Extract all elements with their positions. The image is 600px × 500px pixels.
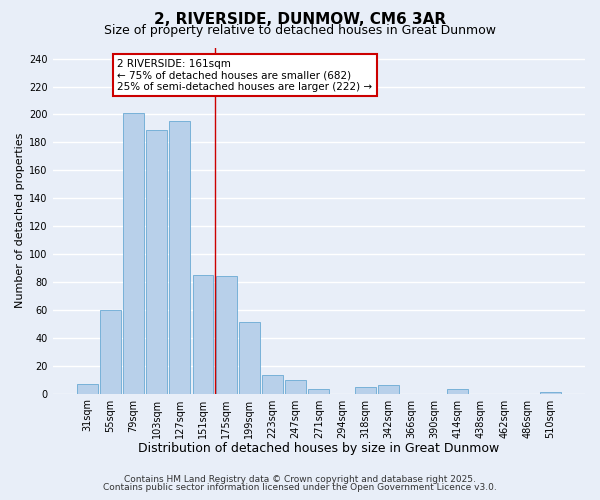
Text: 2 RIVERSIDE: 161sqm
← 75% of detached houses are smaller (682)
25% of semi-detac: 2 RIVERSIDE: 161sqm ← 75% of detached ho…	[118, 58, 373, 92]
Bar	[308, 390, 329, 394]
Bar	[540, 392, 561, 394]
Bar	[193, 275, 214, 394]
X-axis label: Distribution of detached houses by size in Great Dunmow: Distribution of detached houses by size …	[138, 442, 499, 455]
Bar	[216, 276, 236, 394]
Text: Size of property relative to detached houses in Great Dunmow: Size of property relative to detached ho…	[104, 24, 496, 37]
Bar	[262, 376, 283, 394]
Bar	[146, 130, 167, 394]
Bar	[448, 390, 468, 394]
Bar	[355, 386, 376, 394]
Bar	[100, 310, 121, 394]
Text: Contains HM Land Registry data © Crown copyright and database right 2025.: Contains HM Land Registry data © Crown c…	[124, 475, 476, 484]
Text: Contains public sector information licensed under the Open Government Licence v3: Contains public sector information licen…	[103, 484, 497, 492]
Bar	[77, 384, 98, 394]
Bar	[123, 113, 144, 394]
Y-axis label: Number of detached properties: Number of detached properties	[15, 133, 25, 308]
Bar	[378, 385, 399, 394]
Bar	[239, 322, 260, 394]
Bar	[169, 122, 190, 394]
Bar	[285, 380, 306, 394]
Text: 2, RIVERSIDE, DUNMOW, CM6 3AR: 2, RIVERSIDE, DUNMOW, CM6 3AR	[154, 12, 446, 28]
